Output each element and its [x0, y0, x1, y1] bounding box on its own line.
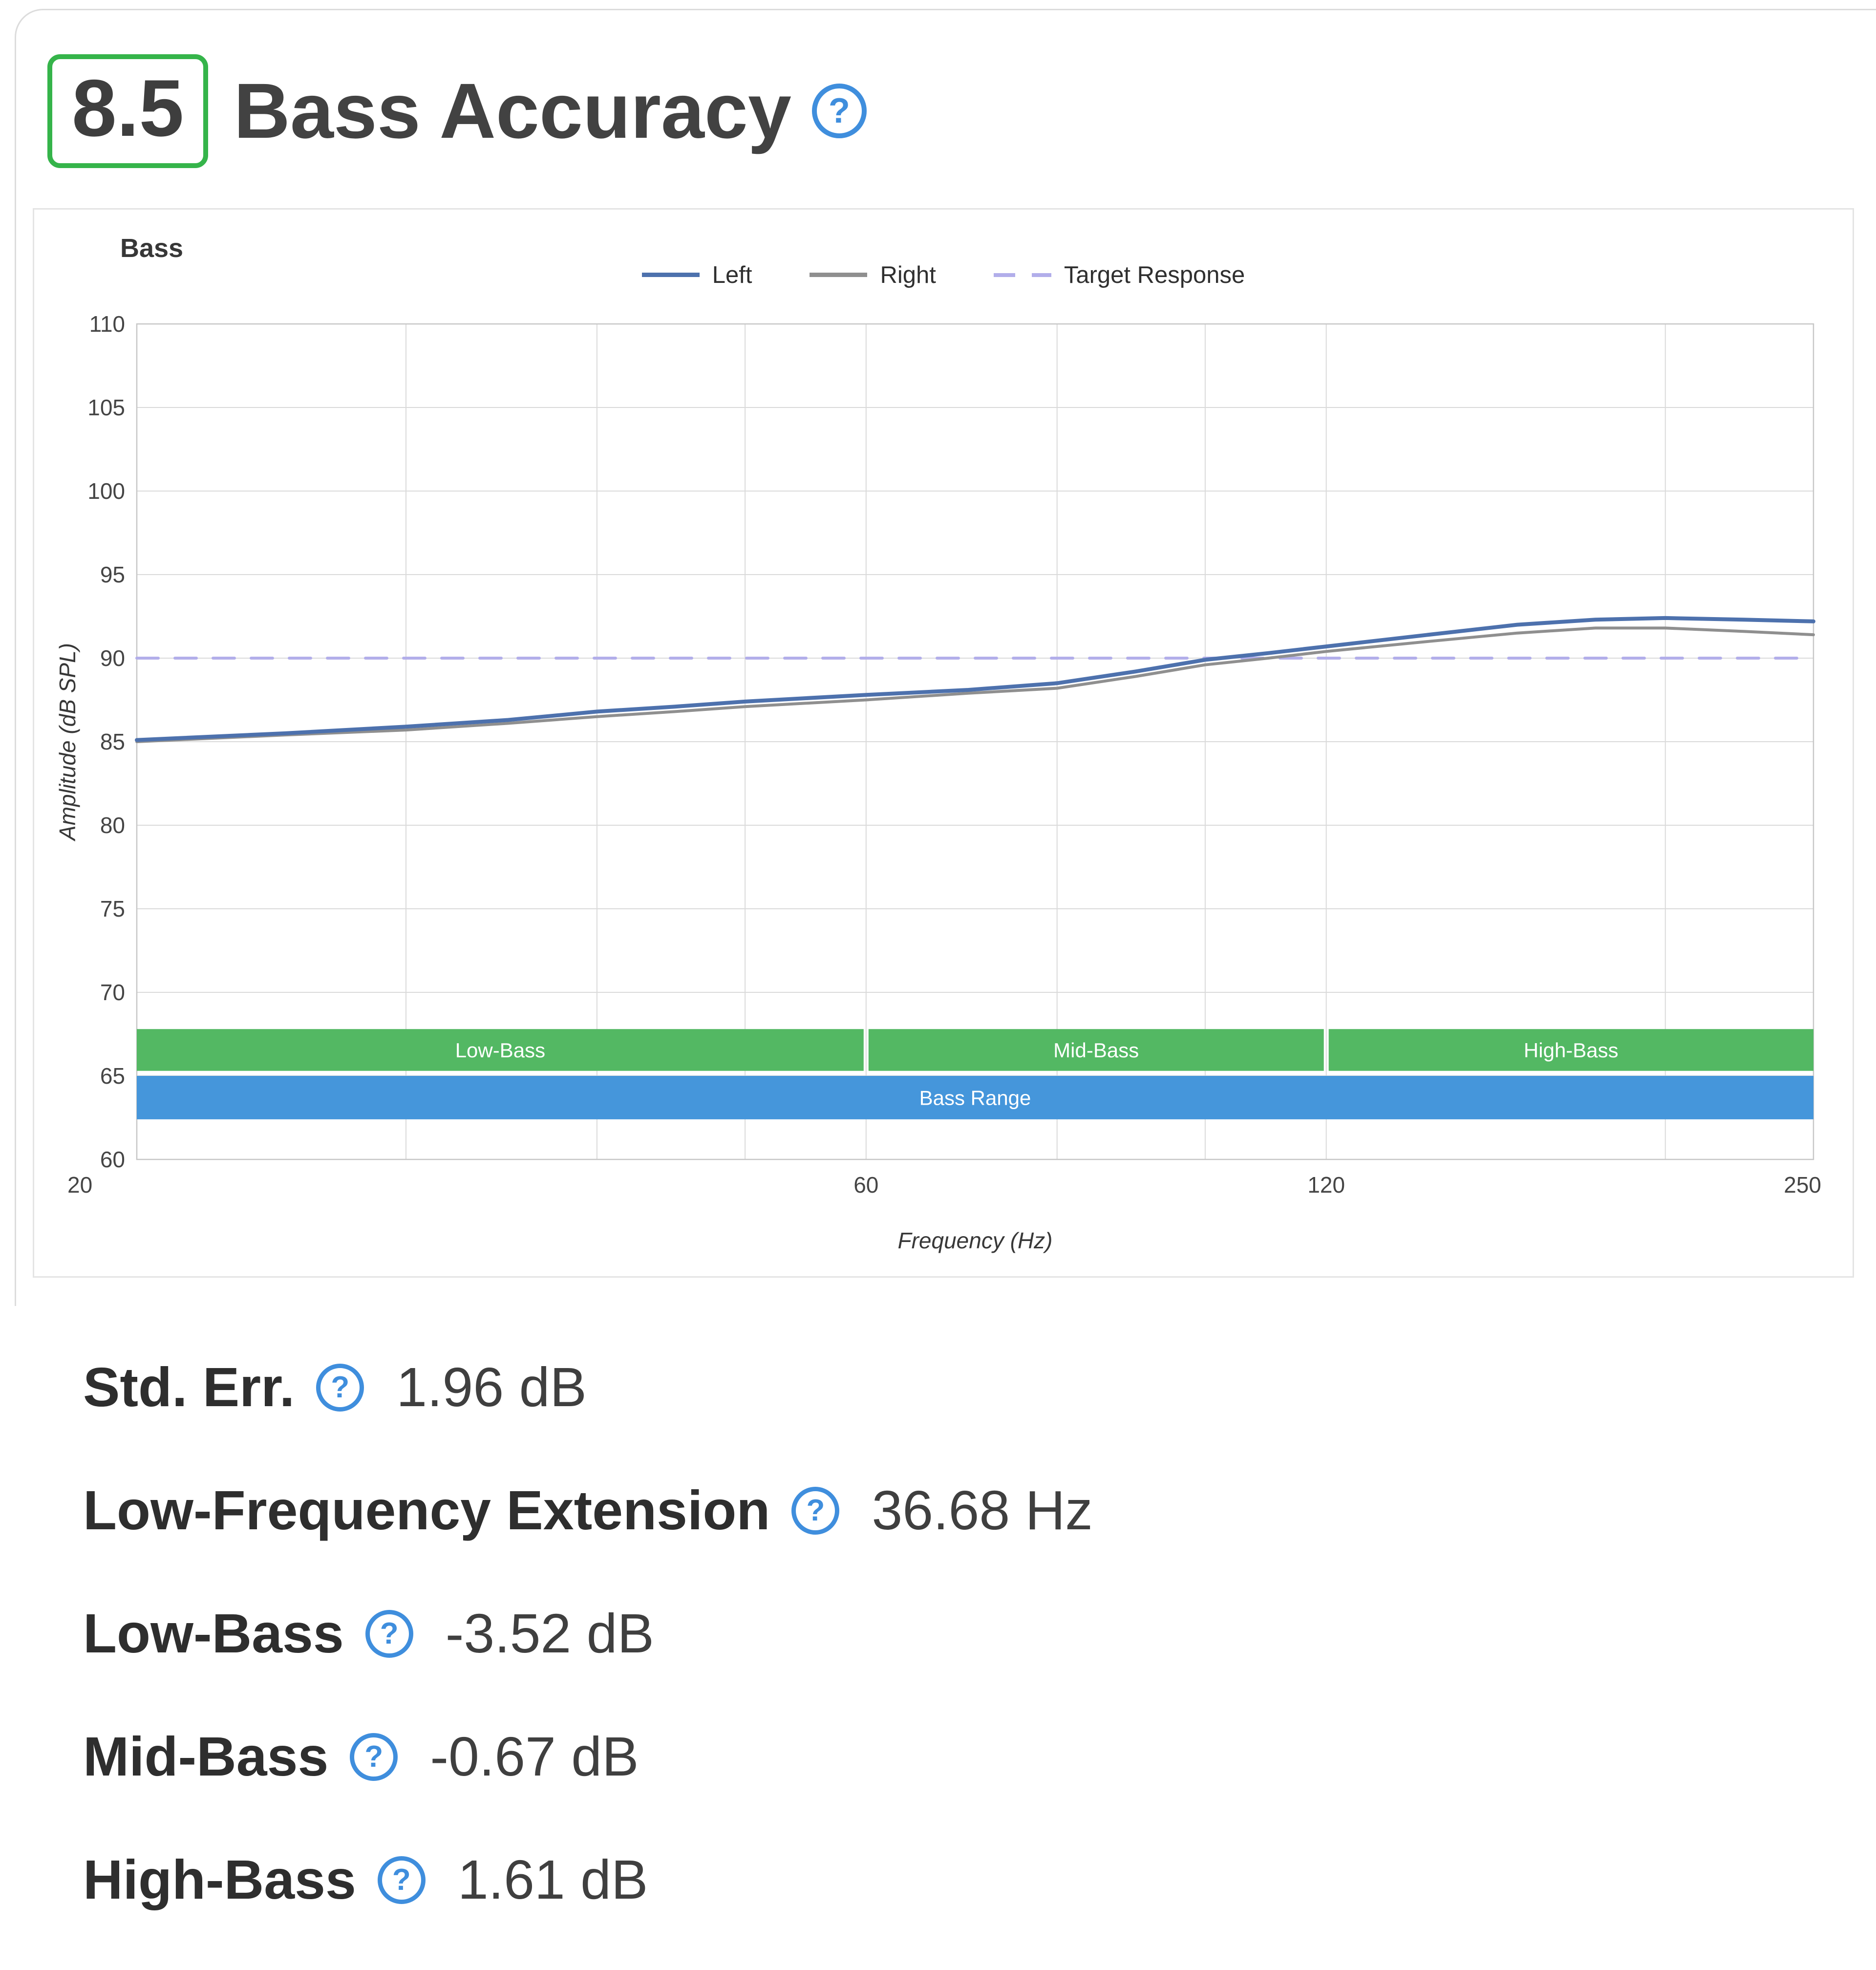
metric-value-std-err: 1.96 dB [396, 1356, 587, 1418]
y-tick-label: 75 [100, 896, 125, 921]
metric-value-low-bass: -3.52 dB [445, 1602, 654, 1664]
x-tick-label: 20 [67, 1172, 92, 1198]
help-icon[interactable]: ? [377, 1856, 426, 1904]
y-tick-label: 95 [100, 562, 125, 587]
band-mid-bass [868, 1028, 1324, 1071]
y-tick-label: 90 [100, 645, 125, 671]
help-icon[interactable]: ? [791, 1486, 840, 1535]
legend-solid-line-swatch [810, 273, 868, 278]
series-left [135, 616, 1815, 742]
legend-item-left[interactable]: Left [641, 261, 752, 289]
legend-dashed-line-swatch [993, 273, 1051, 277]
series-right [135, 626, 1815, 743]
metric-value-high-bass: 1.61 dB [457, 1848, 648, 1910]
band-label-low-bass: Low-Bass [455, 1039, 545, 1062]
x-axis-title: Frequency (Hz) [898, 1228, 1053, 1253]
help-icon[interactable]: ? [365, 1609, 413, 1658]
band-label-bass-range: Bass Range [919, 1086, 1031, 1109]
section-title: Bass Accuracy [234, 67, 791, 155]
y-tick-label: 65 [100, 1063, 125, 1089]
help-icon[interactable]: ? [811, 84, 867, 139]
metric-row-std-err: Std. Err.? 1.96 dB [83, 1356, 1876, 1419]
legend-label: Target Response [1064, 261, 1245, 288]
chart-card: Bass Left Right Target Response 60 65 70 75 80… [33, 208, 1854, 1278]
y-tick-label: 80 [100, 813, 125, 838]
metrics-list: Std. Err.? 1.96 dB Low-Frequency Extension… [83, 1356, 1876, 1912]
band-label-high-bass: High-Bass [1524, 1039, 1619, 1062]
legend-solid-line-swatch [641, 273, 700, 278]
y-tick-label: 70 [100, 980, 125, 1005]
y-tick-label: 60 [100, 1147, 125, 1172]
metric-label-high-bass: High-Bass [83, 1848, 356, 1910]
legend-label: Right [880, 261, 936, 288]
y-tick-label: 110 [89, 311, 125, 337]
metric-row-mid-bass: Mid-Bass? -0.67 dB [83, 1725, 1876, 1789]
metric-value-low-frequency-extension: 36.68 Hz [872, 1479, 1093, 1541]
legend-item-right[interactable]: Right [810, 261, 936, 289]
metric-label-mid-bass: Mid-Bass [83, 1725, 329, 1787]
help-icon[interactable]: ? [350, 1733, 398, 1781]
band-low-bass [137, 1028, 864, 1071]
chart-legend: Left Right Target Response [641, 261, 1245, 289]
y-tick-label: 105 [87, 395, 125, 420]
y-axis-title: Amplitude (dB SPL) [55, 643, 80, 842]
section-header: 8.5 Bass Accuracy ? [47, 54, 1854, 168]
x-tick-label: 250 [1784, 1172, 1821, 1198]
x-tick-label: 60 [853, 1172, 878, 1198]
score-value: 8.5 [72, 63, 184, 153]
metric-row-low-bass: Low-Bass? -3.52 dB [83, 1602, 1876, 1666]
x-tick-label: 120 [1307, 1172, 1345, 1198]
band-bass-range [137, 1075, 1813, 1119]
chart-title: Bass [120, 233, 184, 263]
legend-item-target-response[interactable]: Target Response [993, 261, 1245, 289]
metric-row-low-frequency-extension: Low-Frequency Extension? 36.68 Hz [83, 1479, 1876, 1542]
band-label-mid-bass: Mid-Bass [1053, 1039, 1139, 1062]
y-tick-label: 100 [87, 478, 125, 504]
metric-value-mid-bass: -0.67 dB [430, 1725, 639, 1787]
score-box: 8.5 [47, 54, 209, 168]
band-high-bass [1328, 1028, 1813, 1071]
bass-chart: 60 65 70 75 80 85 90 95 100 105 110 Low-Bass Mid-Bas… [55, 311, 1821, 1253]
metric-label-low-bass: Low-Bass [83, 1602, 344, 1664]
metric-row-high-bass: High-Bass? 1.61 dB [83, 1848, 1876, 1912]
bass-accuracy-section: 8.5 Bass Accuracy ? Bass Left Right Target… [15, 9, 1876, 1306]
legend-label: Left [712, 261, 752, 288]
y-tick-label: 85 [100, 729, 125, 754]
metric-label-std-err: Std. Err. [83, 1356, 295, 1418]
help-icon[interactable]: ? [316, 1363, 364, 1412]
metric-label-low-frequency-extension: Low-Frequency Extension [83, 1479, 770, 1541]
chart-top: Bass Left Right Target Response [53, 233, 1834, 289]
